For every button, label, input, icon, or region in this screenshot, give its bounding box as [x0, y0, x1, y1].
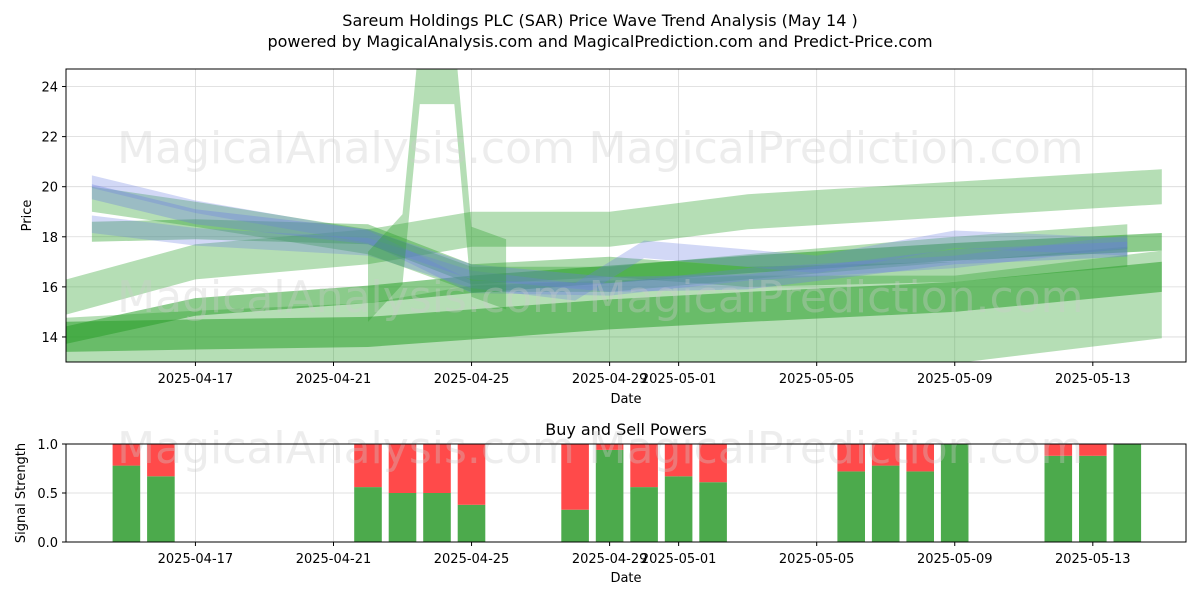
watermark-analysis-signal: MagicalAnalysis.com	[117, 423, 575, 474]
signal-panel-title: Buy and Sell Powers	[545, 420, 707, 439]
sell-bar	[595, 444, 624, 450]
signal-y-tick-label: 0.5	[37, 487, 58, 502]
sell-bar	[147, 444, 175, 477]
price-wave-band-4	[66, 250, 1162, 362]
signal-x-tick-label: 2025-04-25	[434, 552, 510, 567]
price-wave-band-6	[91, 219, 1128, 287]
sell-bar	[1044, 444, 1073, 456]
buy-bar	[699, 482, 727, 542]
signal-x-tick-label: 2025-04-21	[296, 552, 372, 567]
price-x-tick-label: 2025-04-17	[158, 372, 234, 387]
price-wave-band-7	[91, 184, 1128, 292]
sell-bar	[699, 444, 727, 483]
chart-title-line1: Sareum Holdings PLC (SAR) Price Wave Tre…	[342, 11, 857, 30]
signal-axis-ticks: 0.0 0.5 1.0 2025-04-17 2025-04-21 2025-04-25 2…	[37, 438, 1130, 567]
price-y-axis-label: Price	[20, 200, 35, 232]
price-y-tick-label: 18	[41, 231, 58, 246]
buy-bar	[940, 444, 969, 542]
buy-bar	[1113, 444, 1142, 542]
signal-x-tick-label: 2025-04-29	[572, 552, 648, 567]
price-x-axis-label: Date	[610, 392, 641, 407]
price-y-tick-label: 16	[41, 281, 58, 296]
buy-bar	[457, 504, 486, 542]
price-x-tick-label: 2025-05-01	[641, 372, 717, 387]
buy-bar	[664, 476, 693, 542]
price-x-tick-label: 2025-04-29	[572, 372, 648, 387]
price-wave-band-2	[66, 261, 1162, 352]
sell-bar	[664, 444, 693, 477]
price-wave-band-10	[368, 69, 507, 322]
sell-bar	[561, 444, 589, 510]
signal-x-tick-label: 2025-05-01	[641, 552, 717, 567]
sell-bar	[112, 444, 141, 466]
sell-bar	[388, 444, 417, 493]
price-y-tick-label: 14	[41, 331, 58, 346]
sell-bar	[837, 444, 865, 472]
signal-watermarks: MagicalAnalysis.com MagicalPrediction.co…	[117, 423, 1083, 474]
watermark-prediction-lower: MagicalPrediction.com	[589, 272, 1084, 323]
buy-bar	[388, 493, 417, 542]
buy-bar	[423, 493, 451, 542]
signal-x-tick-label: 2025-05-09	[917, 552, 993, 567]
price-x-tick-label: 2025-05-05	[779, 372, 855, 387]
buy-bar	[837, 471, 865, 542]
price-wave-band-1	[66, 233, 1162, 344]
signal-y-axis-label: Signal Strength	[14, 443, 29, 543]
price-y-tick-label: 20	[41, 181, 58, 196]
buy-bar	[147, 476, 175, 542]
price-y-tick-label: 22	[41, 131, 58, 146]
buy-bar	[354, 487, 382, 542]
buy-bar	[1044, 455, 1073, 542]
price-wave-band-5	[91, 186, 1128, 292]
signal-y-tick-label: 1.0	[37, 438, 58, 453]
sell-bar	[1079, 444, 1107, 456]
signal-y-tick-label: 0.0	[37, 536, 58, 551]
buy-bar	[906, 471, 934, 542]
buy-bar	[630, 487, 658, 542]
price-plot-frame	[65, 68, 1187, 363]
price-watermarks: MagicalAnalysis.com MagicalPrediction.co…	[117, 123, 1083, 323]
price-wave-band-3	[66, 169, 1162, 315]
buy-bar	[871, 465, 900, 542]
signal-panel: Buy and Sell Powers MagicalAnalysis.com …	[14, 420, 1187, 586]
sell-bar	[457, 444, 486, 505]
price-x-tick-label: 2025-05-09	[917, 372, 993, 387]
price-axis-ticks: 14 16 18 20 22 24 2025-04-17 2025-04-21 2025-04-…	[41, 81, 1130, 387]
sell-bar	[423, 444, 451, 493]
signal-x-tick-label: 2025-04-17	[158, 552, 234, 567]
price-wave-band-9	[91, 175, 1128, 296]
sell-bar	[630, 444, 658, 488]
price-y-tick-label: 24	[41, 81, 58, 96]
watermark-prediction-upper: MagicalPrediction.com	[589, 123, 1084, 174]
sell-bar	[354, 444, 382, 488]
price-x-tick-label: 2025-05-13	[1055, 372, 1131, 387]
signal-x-tick-label: 2025-05-05	[779, 552, 855, 567]
signal-bars	[112, 444, 1142, 542]
buy-bar	[1079, 455, 1107, 542]
sell-bar	[871, 444, 900, 466]
sell-bar	[906, 444, 934, 472]
price-wave-bands	[66, 69, 1162, 362]
signal-x-axis-label: Date	[610, 571, 641, 586]
price-x-tick-label: 2025-04-25	[434, 372, 510, 387]
watermark-analysis-lower: MagicalAnalysis.com	[117, 272, 575, 323]
price-x-tick-label: 2025-04-21	[296, 372, 372, 387]
buy-bar	[595, 449, 624, 542]
signal-x-tick-label: 2025-05-13	[1055, 552, 1131, 567]
price-panel: MagicalAnalysis.com MagicalPrediction.co…	[20, 68, 1187, 407]
buy-bar	[561, 509, 589, 542]
chart-title-line2: powered by MagicalAnalysis.com and Magic…	[267, 32, 932, 51]
watermark-analysis-upper: MagicalAnalysis.com	[117, 123, 575, 174]
buy-bar	[112, 465, 141, 542]
watermark-prediction-signal: MagicalPrediction.com	[589, 423, 1084, 474]
